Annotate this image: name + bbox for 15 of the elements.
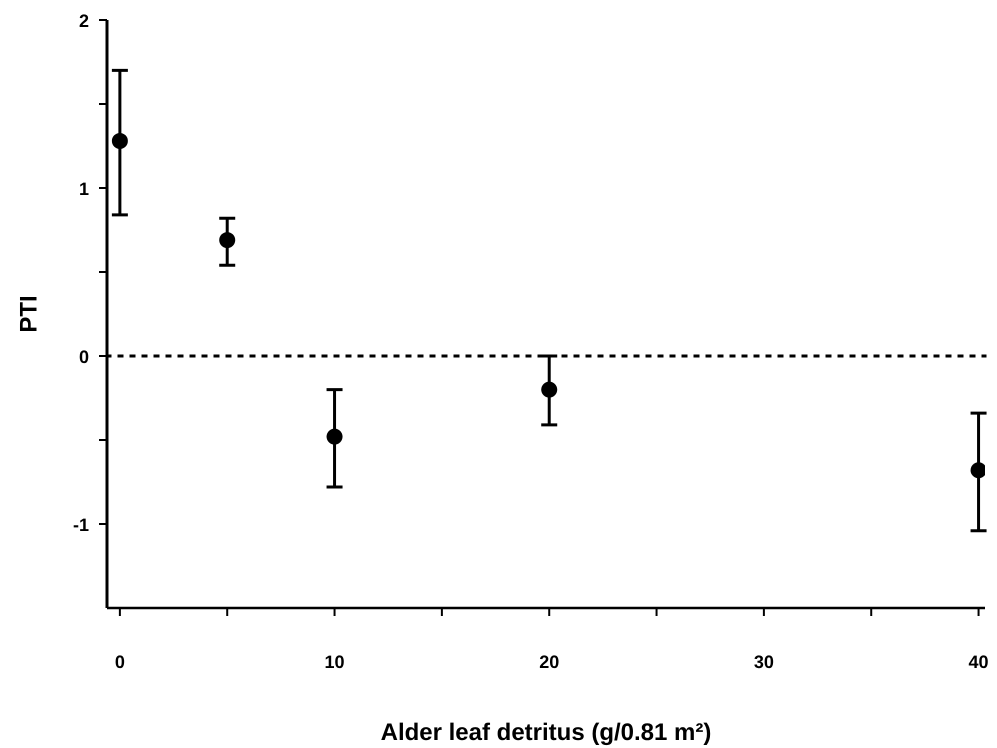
point [326,428,343,445]
point [541,382,558,398]
x-tick-label: 40 [968,652,989,672]
x-tick-label: 0 [114,652,125,672]
y-tick-label: 2 [78,11,89,31]
y-tick-label: 0 [78,347,89,367]
x-tick-label: 10 [324,652,345,672]
x-tick-label: 30 [754,652,774,672]
y-tick-label: 1 [78,179,89,199]
x-tick-label: 20 [539,652,560,672]
point [112,132,128,149]
x-axis-title: Alder leaf detritus (g/0.81 m²) [380,719,712,746]
point [219,232,236,248]
y-axis-title: PTI [16,295,43,333]
y-tick-label: -1 [72,515,89,535]
